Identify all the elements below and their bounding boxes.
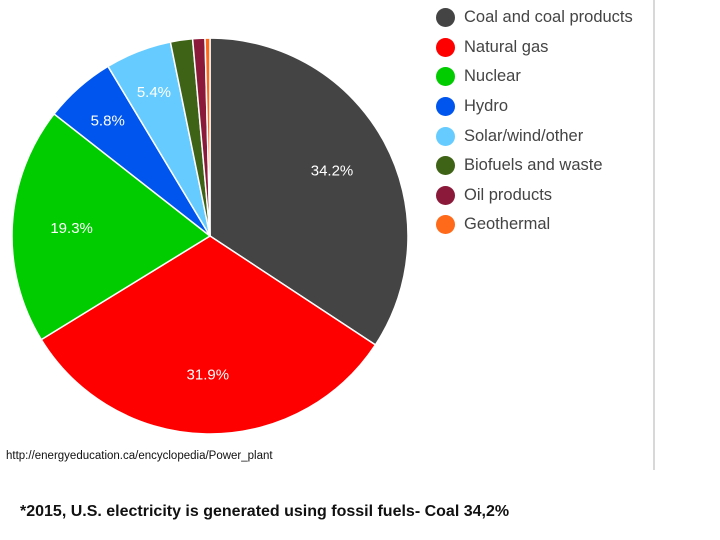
legend-label: Hydro xyxy=(464,97,509,116)
slice-label-4: 5.4% xyxy=(137,84,171,101)
slice-label-1: 31.9% xyxy=(187,367,230,384)
legend-swatch xyxy=(436,156,455,176)
legend-swatch xyxy=(436,8,455,28)
legend-item: Solar/wind/other xyxy=(436,121,633,151)
chart-frame: 34.2% 31.9% 19.3% 5.8% 5.4% Coal and coal pr… xyxy=(6,0,655,470)
legend-item: Natural gas xyxy=(436,33,633,63)
pie-slice-7 xyxy=(204,37,211,237)
legend-label: Solar/wind/other xyxy=(464,126,584,145)
legend-label: Geothermal xyxy=(464,215,551,234)
legend-item: Oil products xyxy=(436,181,633,211)
legend-item: Coal and coal products xyxy=(436,3,633,33)
legend: Coal and coal products Natural gas Nuclear… xyxy=(436,3,633,240)
slice-label-2: 19.3% xyxy=(50,220,93,237)
caption: *2015, U.S. electricity is generated usi… xyxy=(20,503,510,520)
pie-slice-2 xyxy=(11,112,212,341)
legend-swatch xyxy=(436,215,455,235)
legend-label: Coal and coal products xyxy=(464,8,633,27)
legend-swatch xyxy=(436,97,455,117)
pie-slice-1 xyxy=(40,235,377,435)
legend-item: Nuclear xyxy=(436,62,633,92)
pie-chart: 34.2% 31.9% 19.3% 5.8% 5.4% xyxy=(11,37,409,435)
legend-item: Geothermal xyxy=(436,210,633,240)
legend-label: Biofuels and waste xyxy=(464,156,603,175)
legend-item: Biofuels and waste xyxy=(436,151,633,181)
legend-swatch xyxy=(436,37,455,57)
source-url: http://energyeducation.ca/encyclopedia/P… xyxy=(6,450,273,462)
legend-swatch xyxy=(436,67,455,87)
slice-label-3: 5.8% xyxy=(91,112,125,129)
legend-swatch xyxy=(436,126,455,146)
slice-label-0: 34.2% xyxy=(311,162,354,179)
legend-item: Hydro xyxy=(436,92,633,122)
legend-label: Oil products xyxy=(464,185,553,204)
legend-label: Natural gas xyxy=(464,37,549,56)
legend-swatch xyxy=(436,185,455,205)
legend-label: Nuclear xyxy=(464,67,521,86)
